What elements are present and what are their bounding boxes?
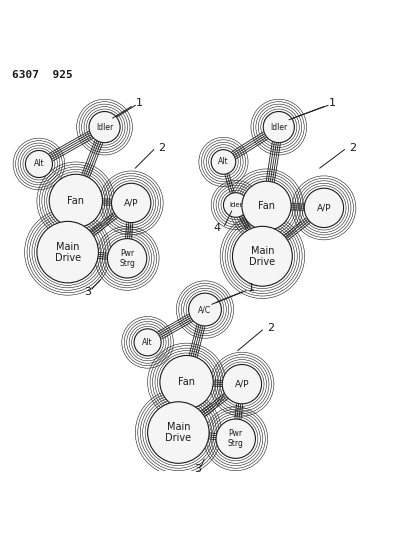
Text: 6307  925: 6307 925 (12, 70, 73, 80)
Circle shape (241, 181, 290, 230)
Text: Main
Drive: Main Drive (165, 422, 191, 443)
Text: Pwr
Strg: Pwr Strg (227, 430, 243, 448)
Text: A/P: A/P (124, 198, 138, 207)
Circle shape (303, 188, 343, 228)
Text: A/P: A/P (316, 204, 330, 212)
Text: Fan: Fan (67, 196, 84, 206)
Circle shape (263, 111, 294, 143)
Text: 2: 2 (266, 323, 274, 333)
Text: 3: 3 (193, 464, 201, 474)
Text: Ider: Ider (229, 202, 242, 208)
Text: Main
Drive: Main Drive (249, 246, 275, 266)
Text: 4: 4 (213, 223, 220, 232)
Text: A/C: A/C (198, 305, 211, 314)
Text: Main
Drive: Main Drive (54, 242, 81, 263)
Text: 1: 1 (328, 98, 335, 108)
Circle shape (160, 356, 213, 409)
Circle shape (223, 193, 247, 217)
Circle shape (107, 239, 146, 278)
Text: Fan: Fan (178, 377, 195, 387)
Text: Idler: Idler (96, 123, 113, 132)
Circle shape (211, 150, 235, 174)
Circle shape (147, 402, 209, 463)
Text: 1: 1 (247, 283, 254, 293)
Text: Fan: Fan (257, 201, 274, 211)
Circle shape (37, 221, 98, 283)
Circle shape (134, 329, 161, 356)
Text: Alt: Alt (218, 157, 228, 166)
Circle shape (49, 174, 102, 228)
Circle shape (216, 419, 255, 458)
Circle shape (111, 183, 151, 223)
Circle shape (188, 293, 221, 326)
Text: 1: 1 (135, 98, 143, 108)
Circle shape (222, 365, 261, 404)
Text: Alt: Alt (34, 159, 44, 168)
Circle shape (89, 111, 120, 143)
Text: 2: 2 (158, 143, 165, 152)
Text: A/P: A/P (234, 379, 249, 389)
Text: 2: 2 (348, 143, 355, 152)
Text: Idler: Idler (270, 123, 287, 132)
Text: Alt: Alt (142, 338, 153, 347)
Text: 3: 3 (84, 287, 92, 297)
Text: Pwr
Strg: Pwr Strg (119, 249, 135, 268)
Circle shape (232, 227, 292, 286)
Circle shape (25, 150, 52, 177)
